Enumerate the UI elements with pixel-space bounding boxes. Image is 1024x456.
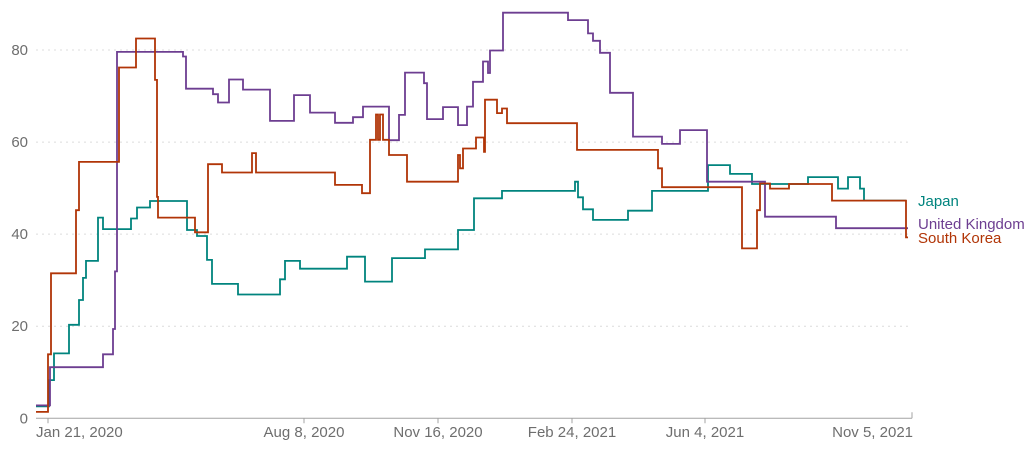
y-axis-tick-label-0: 0: [20, 410, 28, 427]
line-japan[interactable]: [36, 164, 906, 408]
x-axis-tick-label: Nov 5, 2021: [832, 424, 913, 441]
x-axis-tick-label: Feb 24, 2021: [528, 424, 616, 441]
legend-label-japan[interactable]: Japan: [918, 193, 959, 210]
y-axis-tick-label-20: 20: [11, 318, 28, 335]
line-south-korea[interactable]: [36, 37, 908, 413]
x-axis-tick-label: Nov 16, 2020: [393, 424, 482, 441]
legend-label-united-kingdom[interactable]: United Kingdom: [918, 216, 1024, 233]
y-axis-tick-label-80: 80: [11, 42, 28, 59]
x-axis-tick-label: Jun 4, 2021: [666, 424, 744, 441]
y-axis-tick-label-60: 60: [11, 134, 28, 151]
x-axis-tick-label: Aug 8, 2020: [264, 424, 345, 441]
x-axis-tick-label: Jan 21, 2020: [36, 424, 123, 441]
legend-label-south-korea[interactable]: South Korea: [918, 230, 1002, 247]
y-axis-tick-label-40: 40: [11, 226, 28, 243]
line-united-kingdom[interactable]: [36, 11, 908, 407]
